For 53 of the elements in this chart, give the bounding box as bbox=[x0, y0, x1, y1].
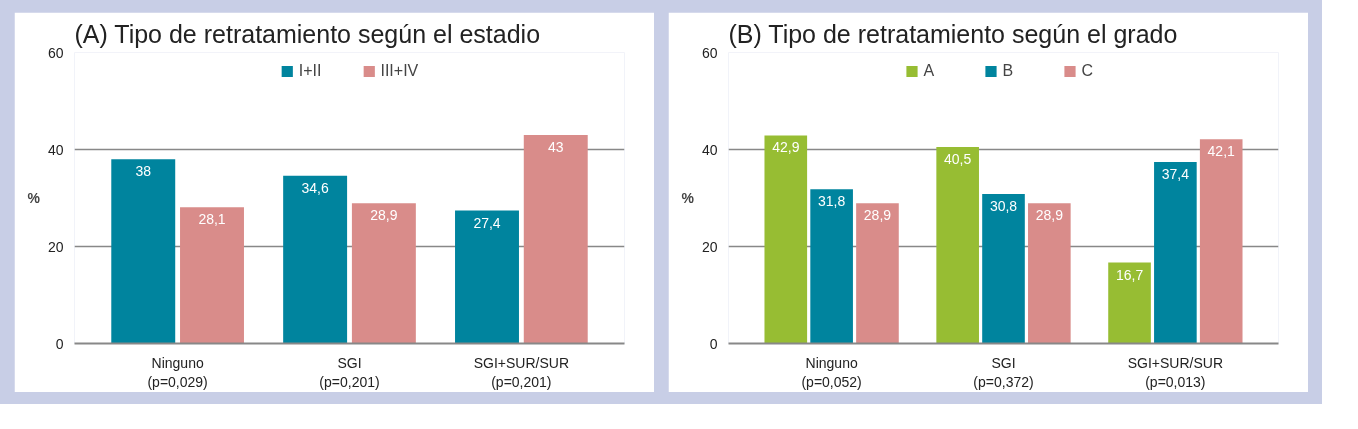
y-tick-label: 0 bbox=[709, 335, 718, 352]
y-tick-label: 40 bbox=[47, 141, 64, 158]
legend-label: III+IV bbox=[380, 62, 419, 80]
y-tick-label: 0 bbox=[55, 335, 64, 352]
y-tick-label: 20 bbox=[701, 238, 718, 255]
bar bbox=[523, 134, 588, 344]
bar bbox=[856, 203, 899, 344]
bar bbox=[1108, 262, 1151, 344]
x-tick-label: SGI+SUR/SUR (p=0,013) bbox=[1127, 354, 1224, 390]
data-label: 43 bbox=[547, 138, 564, 155]
data-label: 30,8 bbox=[989, 198, 1018, 215]
data-label: 42,9 bbox=[772, 139, 800, 156]
y-tick-label: 60 bbox=[701, 44, 718, 61]
data-label: 16,7 bbox=[1115, 266, 1144, 283]
bar bbox=[111, 159, 176, 344]
bar bbox=[982, 194, 1025, 344]
data-label: 27,4 bbox=[473, 214, 501, 231]
chart-title: (B) Tipo de retratamiento según el grado bbox=[728, 19, 1178, 48]
bar bbox=[810, 189, 853, 344]
y-axis-title: % bbox=[27, 190, 41, 206]
bar bbox=[455, 210, 519, 344]
bar bbox=[764, 135, 808, 344]
bar bbox=[1028, 203, 1071, 344]
x-tick-label: SGI+SUR/SUR (p=0,201) bbox=[473, 354, 570, 390]
bar bbox=[283, 175, 348, 344]
data-label: 34,6 bbox=[301, 179, 329, 196]
data-label: 42,1 bbox=[1207, 143, 1236, 160]
bar bbox=[180, 207, 244, 344]
bar bbox=[351, 203, 416, 344]
legend-label: I+II bbox=[298, 62, 322, 80]
y-tick-label: 40 bbox=[701, 141, 718, 158]
data-label: 28,9 bbox=[1035, 207, 1064, 224]
data-label: 31,8 bbox=[818, 193, 846, 210]
bar bbox=[1199, 139, 1243, 344]
data-label: 28,1 bbox=[198, 211, 226, 228]
legend-label: C bbox=[1081, 62, 1095, 80]
data-label: 40,5 bbox=[944, 151, 972, 168]
y-axis-title: % bbox=[681, 190, 695, 206]
legend-label: B bbox=[1002, 62, 1015, 80]
y-tick-label: 60 bbox=[47, 44, 64, 61]
legend-label: A bbox=[923, 62, 936, 80]
bar bbox=[936, 147, 979, 344]
x-tick-label: Ninguno (p=0,052) bbox=[801, 354, 862, 390]
x-tick-label: SGI (p=0,201) bbox=[319, 354, 380, 390]
chart-title: (A) Tipo de retratamiento según el estadio bbox=[74, 19, 541, 48]
bar bbox=[1154, 162, 1197, 344]
data-label: 38 bbox=[135, 163, 152, 180]
x-tick-label: Ninguno (p=0,029) bbox=[147, 354, 208, 390]
y-tick-label: 20 bbox=[47, 238, 64, 255]
x-tick-label: SGI (p=0,372) bbox=[973, 354, 1034, 390]
data-label: 28,9 bbox=[863, 207, 892, 224]
data-label: 37,4 bbox=[1161, 166, 1190, 183]
data-label: 28,9 bbox=[370, 207, 398, 224]
